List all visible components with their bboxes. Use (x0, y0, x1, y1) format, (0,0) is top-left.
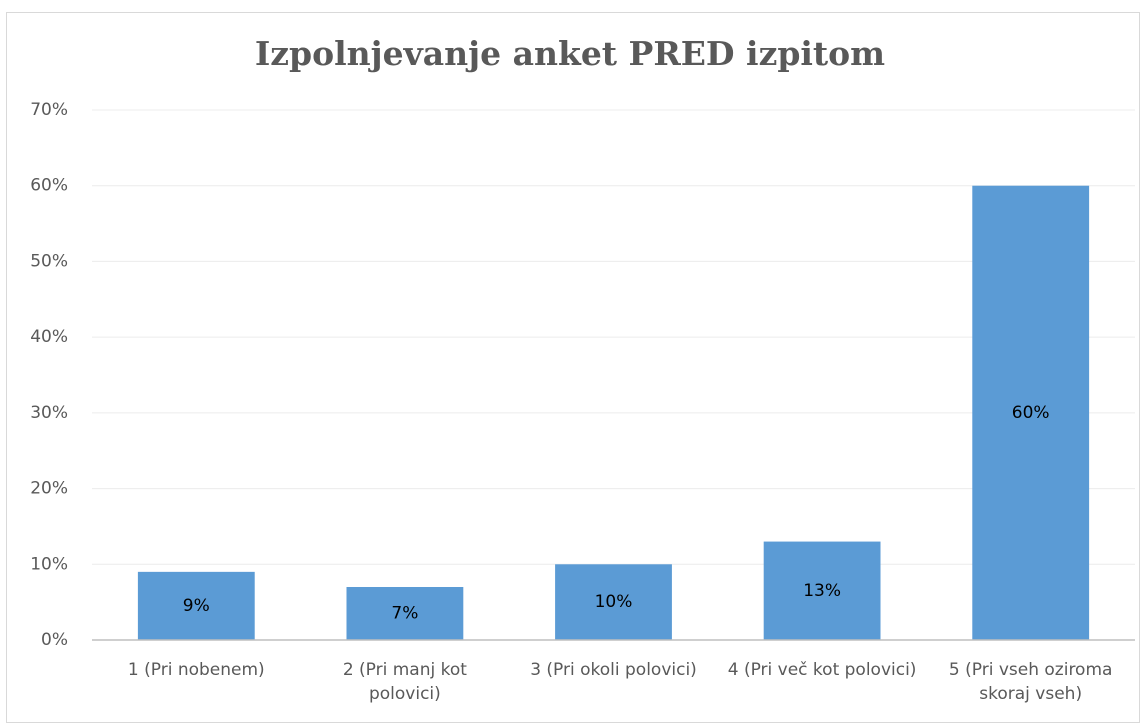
x-tick-label: 1 (Pri nobenem) (127, 660, 265, 680)
x-tick-label: 4 (Pri več kot polovici) (727, 660, 917, 680)
data-label: 13% (803, 581, 841, 601)
bar (555, 564, 672, 640)
x-tick-label: 2 (Pri manj kot polovici) (342, 660, 467, 704)
y-tick-label: 20% (30, 479, 68, 499)
data-label: 9% (183, 596, 210, 616)
y-tick-label: 50% (30, 251, 68, 271)
y-tick-label: 70% (30, 100, 68, 120)
bar (972, 185, 1090, 640)
data-label: 10% (595, 592, 633, 612)
y-tick-label: 10% (30, 554, 68, 574)
y-tick-label: 40% (30, 327, 68, 347)
x-tick-label: 5 (Pri vseh oziroma skoraj vseh) (948, 660, 1113, 704)
bar (346, 587, 464, 640)
y-tick-label: 0% (41, 630, 68, 650)
y-tick-label: 60% (30, 176, 68, 196)
bar (763, 541, 881, 640)
y-tick-label: 30% (30, 403, 68, 423)
chart-title: Izpolnjevanje anket PRED izpitom (255, 34, 885, 73)
x-tick-label: 3 (Pri okoli polovici) (530, 660, 697, 680)
data-label: 60% (1012, 403, 1050, 423)
data-label: 7% (391, 604, 418, 624)
bar (137, 571, 255, 640)
